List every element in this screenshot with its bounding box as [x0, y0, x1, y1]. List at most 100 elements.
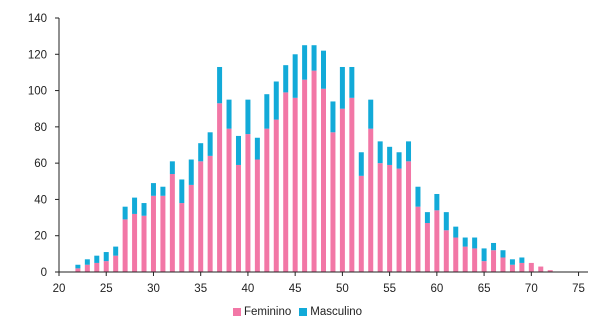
x-tick-label: 35: [194, 283, 207, 295]
bar-feminino: [330, 132, 336, 272]
bar-feminino: [292, 97, 298, 272]
y-tick-label: 0: [41, 267, 47, 279]
bar-masculino: [122, 206, 128, 220]
legend: Feminino Masculino: [0, 306, 595, 318]
x-tick-label: 60: [430, 283, 443, 295]
bar-feminino: [358, 175, 364, 272]
bar-feminino: [368, 128, 374, 272]
bar-masculino: [500, 250, 506, 258]
bar-masculino: [368, 99, 374, 129]
bar-masculino: [349, 66, 355, 98]
bar-series-group: [75, 45, 553, 273]
bar-feminino: [415, 206, 421, 272]
bar-feminino: [179, 203, 185, 272]
bar-feminino: [491, 250, 497, 272]
bar-feminino: [387, 164, 393, 272]
bar-feminino: [302, 79, 308, 272]
bar-feminino: [406, 161, 412, 272]
bar-masculino: [330, 101, 336, 133]
bar-feminino: [245, 134, 251, 272]
bar-masculino: [264, 94, 270, 129]
bar-feminino: [160, 195, 166, 272]
bar-feminino: [264, 128, 270, 272]
bar-feminino: [547, 270, 553, 272]
bar-feminino: [283, 92, 289, 272]
bar-masculino: [434, 193, 440, 211]
bar-feminino: [254, 159, 260, 272]
bar-masculino: [245, 99, 251, 135]
bar-masculino: [311, 45, 317, 71]
legend-swatch-feminino: [232, 308, 241, 316]
bar-masculino: [472, 237, 478, 249]
x-tick-label: 20: [53, 283, 66, 295]
bar-masculino: [254, 137, 260, 160]
x-tick-label: 50: [336, 283, 349, 295]
bar-masculino: [424, 212, 430, 224]
bar-feminino: [84, 264, 90, 272]
bar-masculino: [179, 179, 185, 204]
bar-feminino: [538, 266, 544, 272]
legend-item-feminino: Feminino: [232, 306, 291, 318]
bar-masculino: [292, 54, 298, 98]
bar-feminino: [113, 255, 119, 272]
legend-item-masculino: Masculino: [299, 306, 362, 318]
bar-masculino: [113, 246, 119, 256]
bar-masculino: [415, 186, 421, 207]
x-tick-label: 40: [242, 283, 255, 295]
y-tick-label: 20: [34, 231, 47, 243]
bar-masculino: [169, 161, 175, 175]
bar-chart: 0 20 40 60 80 100 120 140 20 25 30 35 40 45 50 55 60 65 7…: [28, 13, 588, 295]
bar-feminino: [141, 215, 147, 272]
y-tick-label: 100: [28, 86, 47, 98]
bar-feminino: [169, 174, 175, 272]
bar-feminino: [311, 70, 317, 272]
bar-feminino: [443, 230, 449, 272]
bar-masculino: [443, 212, 449, 231]
bar-masculino: [387, 146, 393, 165]
y-tick-label: 60: [34, 158, 47, 170]
bar-masculino: [283, 65, 289, 93]
bar-feminino: [188, 184, 194, 272]
legend-swatch-masculino: [299, 308, 308, 316]
bar-masculino: [453, 226, 459, 238]
x-tick-label: 65: [478, 283, 491, 295]
bar-feminino: [339, 108, 345, 272]
legend-label-masculino: Masculino: [310, 306, 363, 318]
bar-masculino: [226, 99, 232, 129]
bar-feminino: [122, 219, 128, 272]
x-tick-label: 70: [525, 283, 538, 295]
bar-masculino: [519, 257, 525, 263]
bar-masculino: [509, 259, 515, 265]
bar-feminino: [424, 223, 430, 272]
bar-feminino: [453, 237, 459, 272]
y-tick-label: 140: [28, 13, 47, 25]
bar-feminino: [509, 264, 515, 272]
bar-masculino: [103, 252, 109, 262]
y-tick-label: 120: [28, 49, 47, 61]
bar-masculino: [273, 81, 279, 120]
bar-masculino: [84, 259, 90, 265]
bar-feminino: [103, 261, 109, 272]
bar-masculino: [462, 237, 468, 247]
bar-feminino: [349, 97, 355, 272]
bar-feminino: [198, 161, 204, 272]
y-tick-label: 80: [34, 122, 47, 134]
bar-masculino: [150, 183, 156, 196]
bar-masculino: [207, 132, 213, 156]
bar-masculino: [406, 141, 412, 162]
bar-feminino: [519, 262, 525, 272]
y-tick-label: 40: [34, 194, 47, 206]
bar-feminino: [94, 262, 100, 272]
x-tick-label: 30: [147, 283, 160, 295]
bar-feminino: [75, 268, 81, 272]
bar-masculino: [198, 143, 204, 162]
bar-feminino: [434, 210, 440, 272]
bar-masculino: [217, 66, 223, 104]
bar-feminino: [217, 103, 223, 273]
bar-feminino: [377, 163, 383, 272]
bar-feminino: [321, 88, 326, 272]
bar-feminino: [472, 248, 478, 272]
bar-masculino: [160, 186, 166, 196]
bar-masculino: [321, 50, 326, 89]
bar-feminino: [462, 246, 468, 272]
